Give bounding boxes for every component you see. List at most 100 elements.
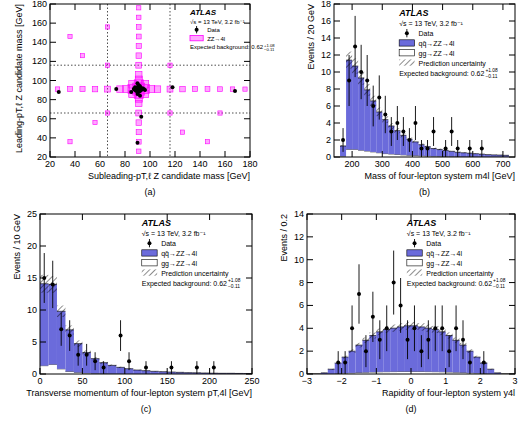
- experiment-label: ATLAS: [141, 218, 171, 228]
- prediction-box: [68, 140, 72, 144]
- uncertainty-band: [108, 364, 116, 366]
- uncertainty-band: [176, 372, 184, 373]
- plot-frame: [40, 214, 252, 374]
- x-tick: [250, 151, 251, 157]
- y-tick: [509, 374, 515, 375]
- legend-label: qq̄→ZZ→4l: [419, 40, 455, 48]
- plot-frame: [334, 4, 515, 157]
- y-tick-label: 120: [32, 56, 47, 66]
- prediction-box: [136, 120, 141, 125]
- data-point: [212, 366, 216, 370]
- prediction-box: [136, 34, 141, 39]
- y-tick: [50, 157, 56, 158]
- hist-edge: [116, 367, 124, 368]
- y-tick-label: 0: [32, 369, 37, 379]
- y-tick: [307, 236, 313, 237]
- data-point: [341, 138, 345, 142]
- hist-bar: [473, 154, 479, 157]
- experiment-label: ATLAS: [189, 8, 217, 17]
- x-tick-label: 0: [37, 376, 42, 386]
- y-tick: [509, 38, 515, 39]
- y-tick: [334, 123, 340, 124]
- hist-edge: [431, 148, 437, 149]
- y-tick: [40, 214, 46, 215]
- y-tick-label: 6: [299, 300, 304, 310]
- y-tick-label: 18: [321, 0, 331, 9]
- legend-label: gg→ZZ→4l: [419, 50, 455, 58]
- y-tick-label: 4: [326, 118, 331, 128]
- hist-bar: [461, 153, 467, 157]
- background-down: −0.11: [485, 74, 497, 79]
- uncertainty-band: [116, 367, 124, 368]
- data-point: [468, 361, 472, 365]
- legend-symbol: [399, 40, 414, 46]
- y-tick: [246, 214, 252, 215]
- y-tick-label: 20: [37, 152, 47, 162]
- y-tick: [246, 342, 252, 343]
- x-tick: [252, 368, 253, 374]
- hist-bar: [116, 367, 124, 373]
- x-tick: [442, 4, 443, 10]
- background-label: Expected background: 0.62: [142, 280, 227, 288]
- prediction-box: [136, 62, 142, 68]
- y-tick: [50, 4, 56, 5]
- y-tick: [244, 99, 250, 100]
- uncertainty-band: [437, 149, 443, 151]
- y-tick: [244, 118, 250, 119]
- x-tick-label: 160: [217, 159, 232, 169]
- plot-frame: [50, 4, 250, 157]
- x-tick: [352, 151, 353, 157]
- hist-bar: [382, 154, 388, 157]
- prediction-box: [137, 15, 141, 19]
- x-tick-label: 150: [160, 376, 175, 386]
- y-tick-label: 12: [294, 232, 304, 242]
- hist-bar: [485, 155, 491, 157]
- y-tick: [50, 80, 56, 81]
- hist-bar: [446, 335, 453, 372]
- hist-bar: [487, 369, 494, 374]
- data-point: [395, 121, 399, 125]
- prediction-box: [80, 87, 85, 92]
- x-tick-label: 140: [192, 159, 207, 169]
- data-point: [138, 94, 142, 98]
- hist-edge: [437, 149, 443, 150]
- legend-label: Prediction uncertainty: [426, 270, 494, 278]
- legend-label: Data: [426, 240, 441, 247]
- x-tick-label: 700: [495, 159, 510, 169]
- hist-bar: [431, 149, 437, 157]
- data-point: [233, 89, 237, 93]
- y-tick: [50, 118, 56, 119]
- x-tick-label: 40: [70, 159, 80, 169]
- data-point: [406, 338, 410, 342]
- data-point: [447, 349, 451, 353]
- data-point: [93, 359, 97, 363]
- data-point: [357, 292, 361, 296]
- y-axis-title: Events / 20 GeV: [306, 4, 316, 70]
- legend-label: Data: [419, 30, 434, 37]
- y-tick: [244, 157, 250, 158]
- prediction-box: [168, 63, 172, 67]
- legend-symbol: [405, 31, 409, 35]
- x-tick: [502, 151, 503, 157]
- hist-bar: [352, 66, 358, 149]
- x-tick: [341, 368, 342, 374]
- data-point: [419, 349, 423, 353]
- data-point: [385, 326, 389, 330]
- x-tick-label: 400: [405, 159, 420, 169]
- x-tick: [376, 214, 377, 220]
- legend-symbol: [407, 269, 422, 275]
- x-tick-label: −2: [337, 376, 347, 386]
- y-tick: [246, 278, 252, 279]
- y-tick: [509, 259, 515, 260]
- data-point: [444, 147, 448, 151]
- data-point: [169, 366, 173, 370]
- legend-symbol: [142, 260, 157, 266]
- x-tick: [75, 4, 76, 10]
- data-point: [59, 327, 63, 331]
- x-tick: [125, 151, 126, 157]
- hist-bar: [418, 327, 425, 372]
- x-tick-label: 100: [117, 376, 132, 386]
- hist-edge: [201, 372, 209, 373]
- uncertainty-band: [497, 154, 503, 156]
- y-tick: [509, 282, 515, 283]
